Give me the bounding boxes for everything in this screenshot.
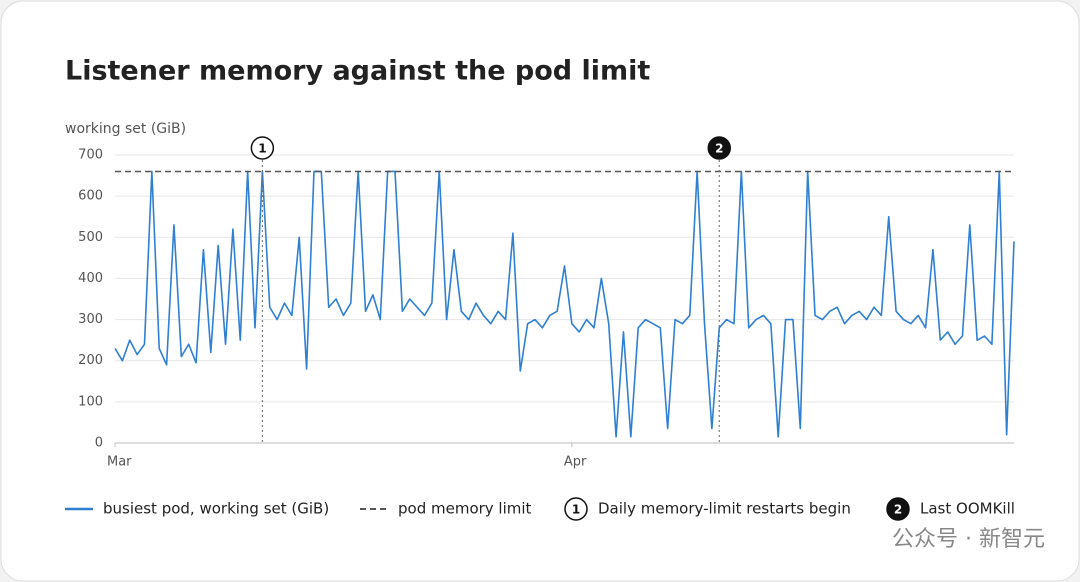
annotation-label: 1 [572, 503, 580, 517]
data-line [114, 170, 1015, 438]
y-tick-label: 0 [95, 436, 103, 451]
y-tick-label: 700 [78, 148, 103, 163]
y-tick-label: 600 [78, 189, 103, 204]
legend-label: pod memory limit [398, 500, 532, 518]
legend-label: Last OOMKill [920, 500, 1015, 518]
annotation-label: 2 [715, 142, 723, 156]
legend-label: Daily memory-limit restarts begin [598, 500, 851, 518]
y-tick-label: 500 [78, 230, 103, 245]
x-tick-label: Apr [564, 455, 587, 470]
y-tick-label: 200 [78, 353, 103, 368]
y-tick-label: 400 [78, 271, 103, 286]
y-tick-label: 300 [78, 312, 103, 327]
annotation-badge [564, 497, 588, 521]
watermark: 公众号 · 新智元 [892, 527, 1045, 552]
annotation-label: 1 [258, 142, 266, 156]
y-tick-label: 100 [78, 394, 103, 409]
annotation-label: 2 [894, 503, 902, 517]
annotation-badge [250, 136, 275, 160]
legend-label: busiest pod, working set (GiB) [103, 500, 329, 518]
chart-title: Listener memory against the pod limit [65, 56, 650, 87]
y-axis-label: working set (GiB) [65, 121, 186, 137]
annotation-badge [886, 497, 910, 521]
x-tick-label: Mar [107, 455, 132, 470]
annotation-badge [707, 136, 731, 160]
